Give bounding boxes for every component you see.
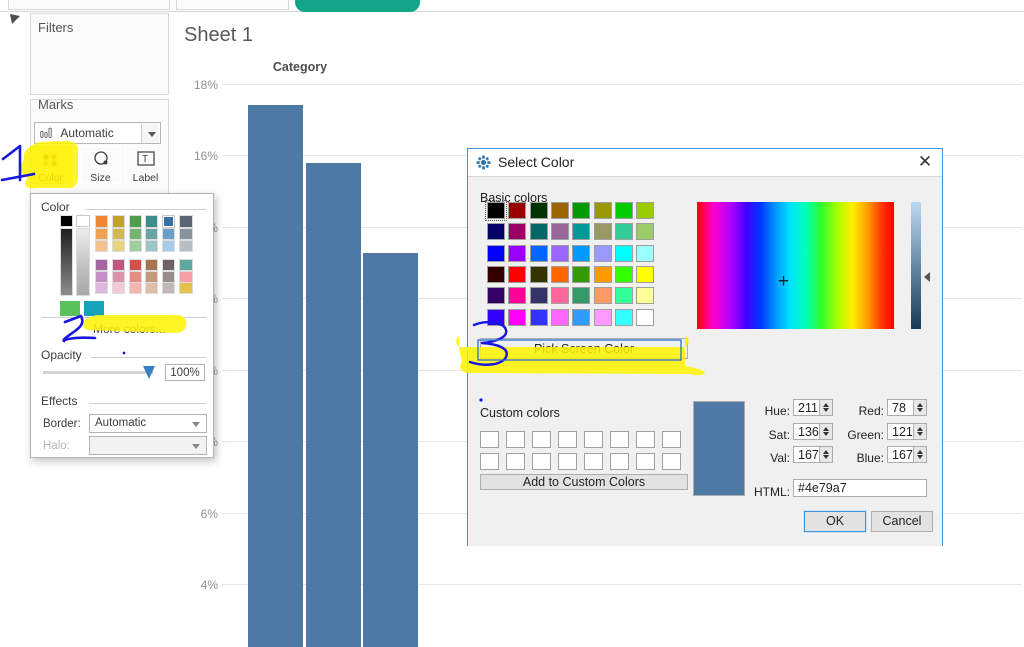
svg-text:T: T: [142, 154, 148, 165]
